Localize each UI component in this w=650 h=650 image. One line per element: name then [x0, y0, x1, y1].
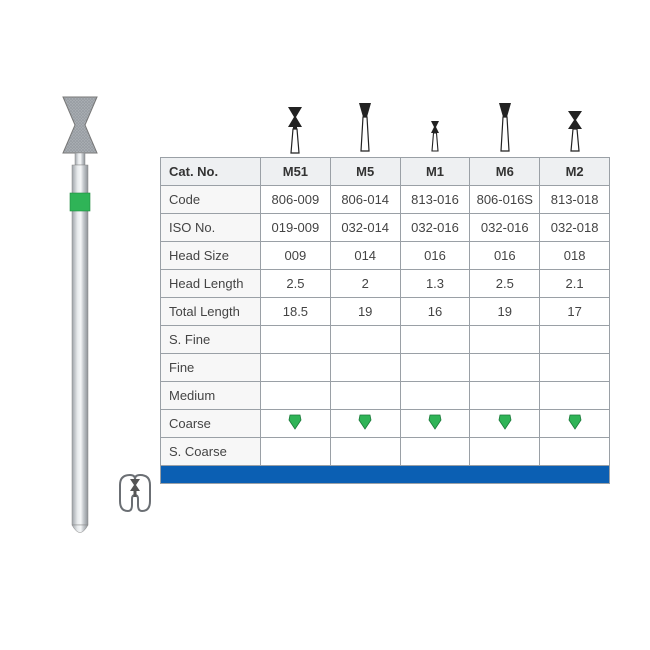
table-bottom-bar [160, 466, 610, 484]
grit-cell [400, 326, 470, 354]
grit-mark-icon [288, 414, 302, 430]
grit-cell [261, 326, 331, 354]
row-label: Head Length [161, 270, 261, 298]
table-row: Code 806-009 806-014 813-016 806-016S 81… [161, 186, 610, 214]
grit-cell [330, 438, 400, 466]
grit-cell [470, 326, 540, 354]
grit-cell [330, 382, 400, 410]
grit-cell [400, 354, 470, 382]
spec-table: Cat. No. M51 M5 M1 M6 M2 Code 806-009 80… [160, 102, 610, 484]
grit-cell [470, 438, 540, 466]
cell: 2 [330, 270, 400, 298]
cell: 1.3 [400, 270, 470, 298]
row-label: Fine [161, 354, 261, 382]
cell: 2.5 [470, 270, 540, 298]
grit-cell [330, 410, 400, 438]
row-label: Medium [161, 382, 261, 410]
grit-cell [400, 410, 470, 438]
tooth-icon [116, 473, 154, 513]
cell: 032-014 [330, 214, 400, 242]
cell: 813-016 [400, 186, 470, 214]
cell: 032-016 [470, 214, 540, 242]
cell: 806-009 [261, 186, 331, 214]
cell: 2.1 [540, 270, 610, 298]
grit-cell [540, 354, 610, 382]
cell: 016 [400, 242, 470, 270]
cell: 16 [400, 298, 470, 326]
bur-shape-icon [540, 102, 610, 157]
grit-cell [261, 382, 331, 410]
row-label: Coarse [161, 410, 261, 438]
grit-cell [540, 438, 610, 466]
col-header: M1 [400, 158, 470, 186]
grit-cell [261, 438, 331, 466]
row-label: Total Length [161, 298, 261, 326]
cell: 009 [261, 242, 331, 270]
cell: 014 [330, 242, 400, 270]
header-row: Cat. No. M51 M5 M1 M6 M2 [161, 158, 610, 186]
grit-row: Fine [161, 354, 610, 382]
table-row: Head Length 2.5 2 1.3 2.5 2.1 [161, 270, 610, 298]
cell: 806-016S [470, 186, 540, 214]
col-header: M6 [470, 158, 540, 186]
cell: 016 [470, 242, 540, 270]
header-label: Cat. No. [161, 158, 261, 186]
grit-cell [470, 354, 540, 382]
cell: 19 [470, 298, 540, 326]
table-row: Head Size 009 014 016 016 018 [161, 242, 610, 270]
grit-cell [400, 438, 470, 466]
grit-row: Medium [161, 382, 610, 410]
row-label: Code [161, 186, 261, 214]
grit-cell [470, 382, 540, 410]
table-row: ISO No. 019-009 032-014 032-016 032-016 … [161, 214, 610, 242]
row-label: ISO No. [161, 214, 261, 242]
cell: 2.5 [261, 270, 331, 298]
row-label: S. Coarse [161, 438, 261, 466]
cell: 17 [540, 298, 610, 326]
col-header: M2 [540, 158, 610, 186]
cell: 813-018 [540, 186, 610, 214]
table-row: Total Length 18.5 19 16 19 17 [161, 298, 610, 326]
cell: 806-014 [330, 186, 400, 214]
cell: 019-009 [261, 214, 331, 242]
grit-mark-icon [498, 414, 512, 430]
grit-cell [540, 382, 610, 410]
bur-illustration [55, 95, 105, 535]
bur-shape-icon [470, 102, 540, 157]
row-label: Head Size [161, 242, 261, 270]
row-label: S. Fine [161, 326, 261, 354]
grit-mark-icon [358, 414, 372, 430]
grit-row: S. Coarse [161, 438, 610, 466]
bur-shape-icon [330, 102, 400, 157]
col-header: M5 [330, 158, 400, 186]
cell: 032-018 [540, 214, 610, 242]
cell: 19 [330, 298, 400, 326]
grit-cell [330, 354, 400, 382]
grit-cell [330, 326, 400, 354]
grit-cell [400, 382, 470, 410]
col-header: M51 [261, 158, 331, 186]
bur-shape-icon [260, 102, 330, 157]
grit-cell [540, 326, 610, 354]
grit-cell [261, 354, 331, 382]
grit-row: Coarse [161, 410, 610, 438]
grit-cell [261, 410, 331, 438]
cell: 018 [540, 242, 610, 270]
grit-row: S. Fine [161, 326, 610, 354]
bur-shape-icon [400, 102, 470, 157]
grit-mark-icon [428, 414, 442, 430]
cell: 18.5 [261, 298, 331, 326]
grit-mark-icon [568, 414, 582, 430]
cell: 032-016 [400, 214, 470, 242]
column-icon-row [160, 102, 610, 157]
grit-cell [540, 410, 610, 438]
grit-cell [470, 410, 540, 438]
